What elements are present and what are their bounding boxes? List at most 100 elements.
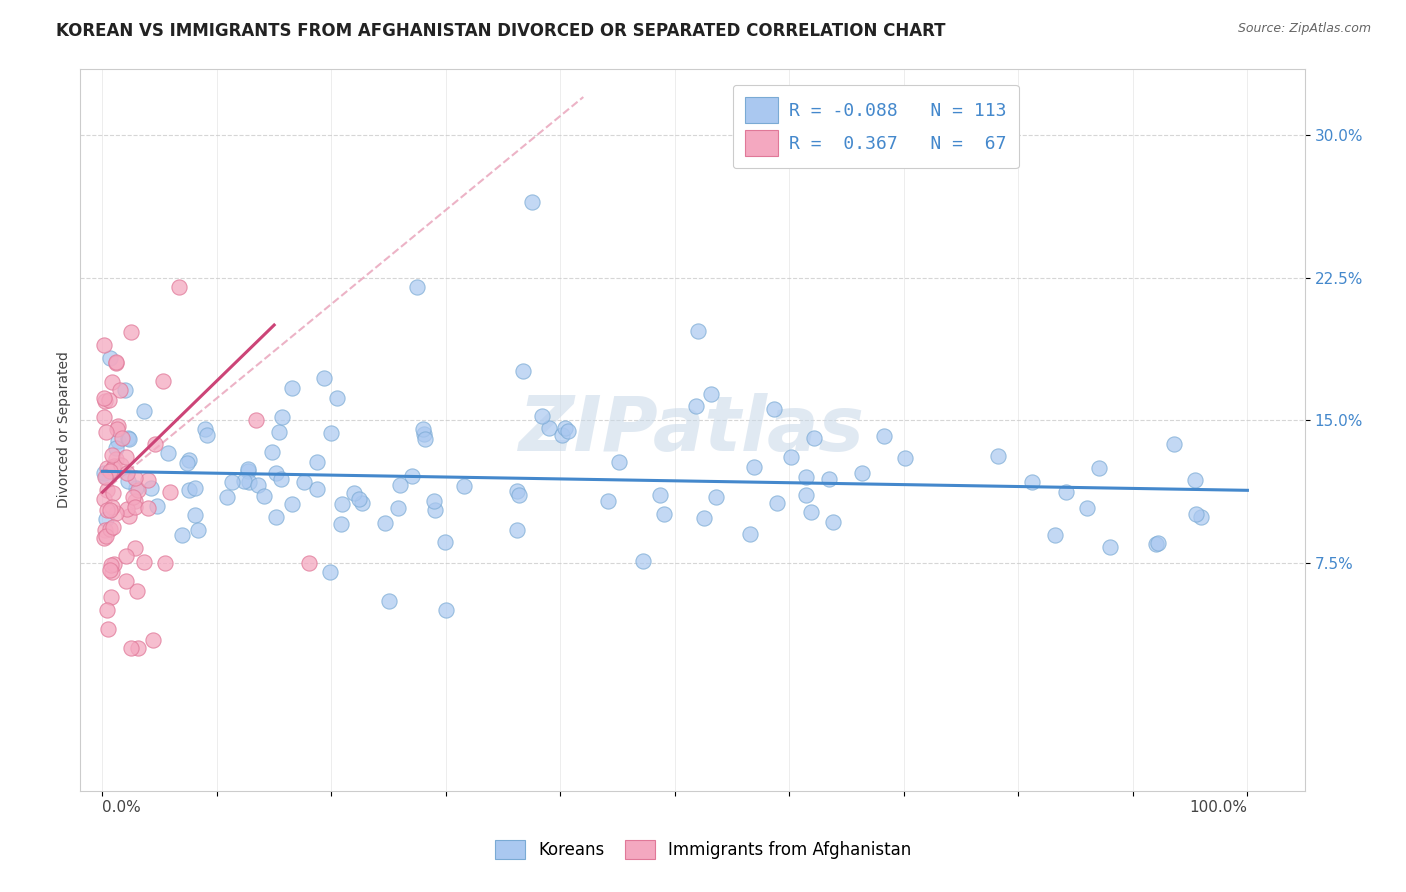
- Point: [127, 483, 149, 498]
- Legend: R = -0.088   N = 113, R =  0.367   N =  67: R = -0.088 N = 113, R = 0.367 N = 67: [733, 85, 1019, 169]
- Point: [292, 475, 315, 489]
- Point: [388, 478, 411, 492]
- Point: [1054, 485, 1077, 500]
- Point: [236, 464, 259, 478]
- Point: [413, 426, 436, 441]
- Text: KOREAN VS IMMIGRANTS FROM AFGHANISTAN DIVORCED OR SEPARATED CORRELATION CHART: KOREAN VS IMMIGRANTS FROM AFGHANISTAN DI…: [56, 22, 946, 40]
- Point: [269, 425, 291, 439]
- Point: [238, 475, 260, 489]
- Point: [506, 523, 529, 537]
- Point: [803, 431, 825, 445]
- Point: [281, 497, 304, 511]
- Point: [105, 422, 128, 436]
- Point: [110, 383, 132, 397]
- Point: [413, 432, 436, 446]
- Point: [93, 391, 115, 405]
- Point: [264, 509, 287, 524]
- Point: [221, 475, 243, 489]
- Point: [96, 503, 118, 517]
- Point: [412, 422, 434, 436]
- Point: [1045, 528, 1067, 542]
- Point: [145, 499, 167, 513]
- Point: [98, 464, 121, 478]
- Point: [453, 479, 475, 493]
- Point: [307, 482, 329, 496]
- Point: [693, 510, 716, 524]
- Point: [107, 434, 129, 448]
- Point: [387, 500, 409, 515]
- Point: [101, 448, 124, 462]
- Point: [152, 374, 174, 388]
- Point: [794, 488, 817, 502]
- Point: [506, 484, 529, 499]
- Point: [508, 488, 530, 502]
- Point: [114, 384, 136, 398]
- Point: [94, 393, 117, 408]
- Point: [1021, 475, 1043, 489]
- Point: [184, 508, 207, 523]
- Point: [176, 456, 198, 470]
- Point: [125, 584, 148, 599]
- Point: [143, 437, 166, 451]
- Point: [98, 392, 121, 407]
- Point: [98, 563, 121, 577]
- Point: [232, 474, 254, 488]
- Text: ZIPatlas: ZIPatlas: [519, 392, 865, 467]
- Point: [685, 399, 707, 413]
- Point: [124, 494, 146, 508]
- Text: Source: ZipAtlas.com: Source: ZipAtlas.com: [1237, 22, 1371, 36]
- Point: [124, 470, 146, 484]
- Point: [343, 485, 366, 500]
- Point: [98, 503, 121, 517]
- Point: [319, 565, 342, 579]
- Point: [740, 527, 762, 541]
- Point: [1144, 536, 1167, 550]
- Point: [132, 404, 155, 418]
- Point: [433, 535, 456, 549]
- Point: [423, 493, 446, 508]
- Point: [1189, 510, 1212, 524]
- Point: [105, 356, 128, 370]
- Point: [262, 445, 284, 459]
- Point: [111, 431, 134, 445]
- Point: [350, 496, 373, 510]
- Point: [120, 640, 142, 655]
- Point: [821, 515, 844, 529]
- Point: [654, 507, 676, 521]
- Point: [554, 421, 576, 435]
- Point: [100, 591, 122, 605]
- Point: [170, 528, 193, 542]
- Point: [118, 433, 141, 447]
- Point: [141, 481, 163, 495]
- Point: [330, 497, 353, 511]
- Point: [873, 429, 896, 443]
- Point: [236, 462, 259, 476]
- Point: [270, 472, 292, 486]
- Point: [406, 280, 429, 294]
- Point: [1184, 473, 1206, 487]
- Point: [121, 490, 143, 504]
- Point: [127, 640, 149, 655]
- Point: [117, 502, 139, 516]
- Point: [538, 421, 561, 435]
- Point: [107, 419, 129, 434]
- Legend: Koreans, Immigrants from Afghanistan: Koreans, Immigrants from Afghanistan: [488, 833, 918, 866]
- Text: 100.0%: 100.0%: [1189, 800, 1247, 815]
- Point: [167, 280, 190, 294]
- Point: [271, 409, 294, 424]
- Point: [794, 470, 817, 484]
- Point: [98, 522, 121, 536]
- Point: [894, 451, 917, 466]
- Point: [93, 410, 115, 425]
- Point: [245, 413, 267, 427]
- Point: [650, 488, 672, 502]
- Point: [104, 452, 127, 467]
- Point: [512, 363, 534, 377]
- Point: [765, 496, 787, 510]
- Point: [194, 422, 217, 436]
- Point: [96, 425, 118, 440]
- Point: [700, 387, 723, 401]
- Point: [1076, 501, 1098, 516]
- Point: [96, 483, 118, 497]
- Point: [742, 460, 765, 475]
